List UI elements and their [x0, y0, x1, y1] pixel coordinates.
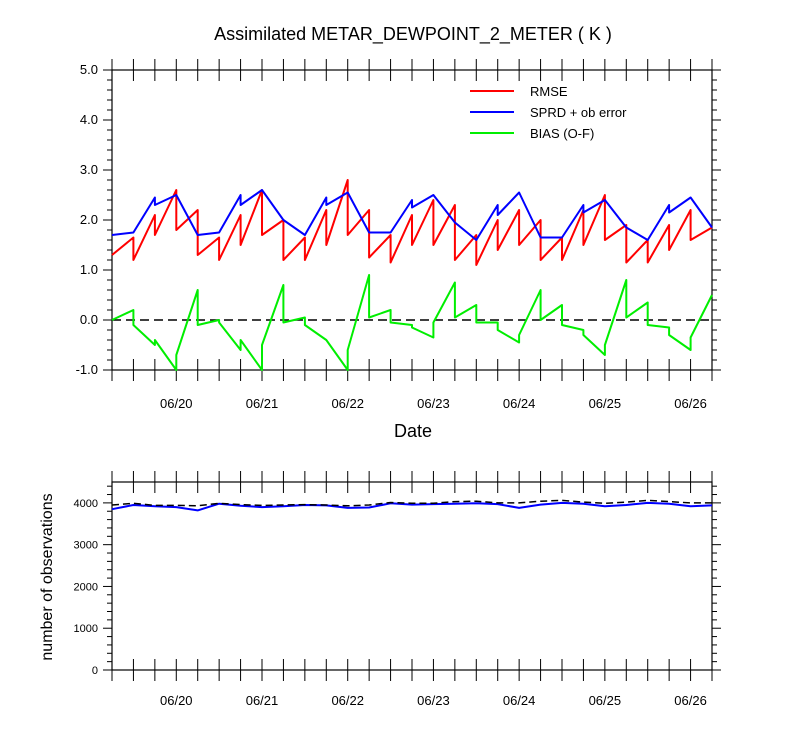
series-line-rmse: [111, 179, 713, 266]
y-tick-label: 0.0: [80, 312, 98, 327]
y-tick-label: 5.0: [80, 62, 98, 77]
x-tick-label: 06/26: [674, 396, 707, 411]
x-tick-label: 06/24: [503, 396, 536, 411]
y-tick-label: 4000: [74, 498, 98, 510]
chart-title: Assimilated METAR_DEWPOINT_2_METER ( K ): [214, 24, 612, 45]
legend-entry: SPRD + ob error: [530, 105, 627, 120]
x-tick-label: 06/23: [417, 396, 450, 411]
y-axis-label-observations: number of observations: [39, 493, 56, 660]
bottom-chart: 0 1000 2000 3000 4000 06/20 06/21 06/22 06/23 06/…: [74, 471, 721, 708]
x-tick-label: 06/26: [674, 693, 707, 708]
y-tick-label: -1.0: [76, 362, 98, 377]
x-tick-label: 06/23: [417, 693, 450, 708]
y-tick-label: 2000: [74, 581, 98, 593]
x-tick-label: 06/21: [246, 693, 279, 708]
x-tick-label: 06/21: [246, 396, 279, 411]
x-tick-label: 06/20: [160, 693, 193, 708]
y-tick-label: 0: [92, 665, 98, 677]
x-axis-label: Date: [394, 421, 432, 441]
series-line-bias-o-f: [111, 274, 713, 371]
legend-entry: RMSE: [530, 84, 568, 99]
x-tick-label: 06/20: [160, 396, 193, 411]
x-tick-label: 06/22: [331, 693, 364, 708]
x-tick-label: 06/25: [589, 396, 622, 411]
series-line-sprd-ob-error: [111, 189, 713, 241]
top-chart: -1.0 0.0 1.0 2.0 3.0 4.0 5.0 06/20 06/21 06/22 06/…: [76, 59, 721, 411]
y-tick-label: 1.0: [80, 262, 98, 277]
y-tick-label: 3000: [74, 540, 98, 552]
series-line-observations-possible: [111, 499, 712, 507]
x-tick-label: 06/25: [589, 693, 622, 708]
y-tick-label: 4.0: [80, 112, 98, 127]
legend-entry: BIAS (O-F): [530, 126, 594, 141]
plot-frame: [111, 481, 713, 671]
y-tick-label: 1000: [74, 623, 98, 635]
x-tick-label: 06/24: [503, 693, 536, 708]
series-line-observations-assimilated: [111, 501, 713, 512]
y-tick-label: 3.0: [80, 162, 98, 177]
x-tick-label: 06/22: [331, 396, 364, 411]
y-tick-label: 2.0: [80, 212, 98, 227]
